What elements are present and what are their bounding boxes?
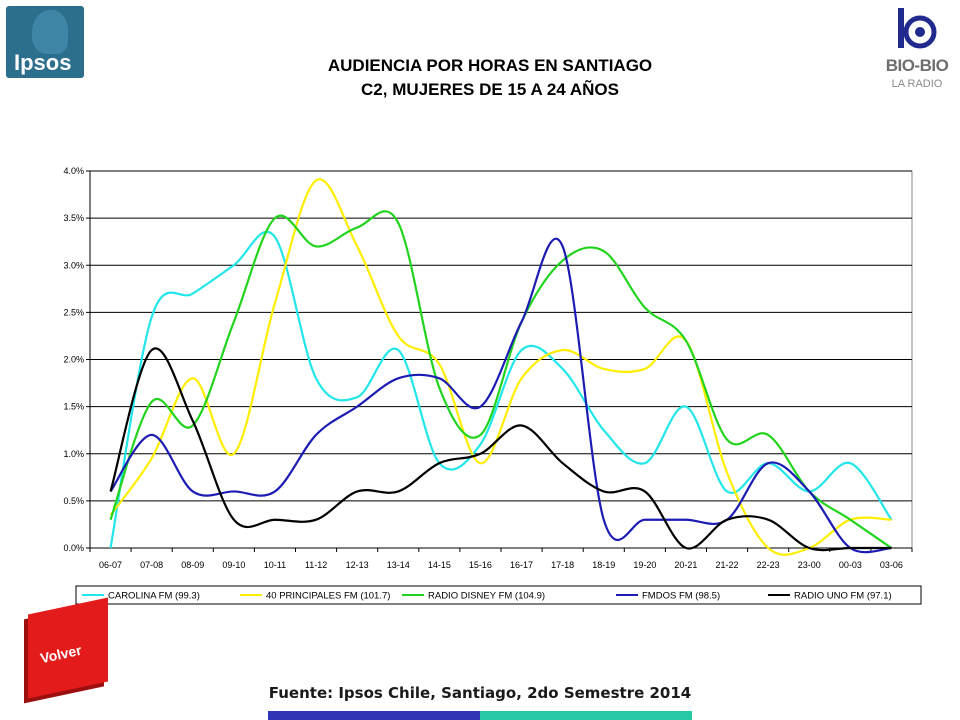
x-tick-label: 11-12 <box>305 560 327 570</box>
legend-label-3: RADIO DISNEY FM (104.9) <box>428 591 545 602</box>
ipsos-logo-text: Ipsos <box>14 50 72 75</box>
biobio-logo-subtitle: LA RADIO <box>891 78 943 90</box>
x-tick-label: 22-23 <box>757 560 780 570</box>
y-tick-label: 1.5% <box>63 402 84 412</box>
x-tick-label: 21-22 <box>716 560 739 570</box>
y-tick-label: 0.0% <box>63 543 84 553</box>
chart-title-line1: AUDIENCIA POR HORAS EN SANTIAGO <box>327 56 653 75</box>
y-tick-label: 2.0% <box>63 355 84 365</box>
legend-label-5: RADIO UNO FM (97.1) <box>794 591 892 602</box>
biobio-logo-name: BIO-BIO <box>885 56 949 75</box>
x-tick-label: 10-11 <box>264 560 286 570</box>
x-tick-label: 20-21 <box>674 560 697 570</box>
x-tick-label: 19-20 <box>633 560 656 570</box>
x-tick-label: 12-13 <box>346 560 369 570</box>
x-tick-label: 07-08 <box>140 560 163 570</box>
ipsos-logo: Ipsos <box>6 6 84 78</box>
footer-bar-teal <box>480 711 692 720</box>
x-tick-label: 14-15 <box>428 560 451 570</box>
legend-box <box>75 585 922 605</box>
y-tick-label: 2.5% <box>63 307 84 317</box>
chart-title-line2: C2, MUJERES DE 15 A 24 AÑOS <box>361 80 619 99</box>
x-tick-label: 23-00 <box>798 560 821 570</box>
x-tick-label: 08-09 <box>181 560 204 570</box>
x-tick-label: 16-17 <box>510 560 533 570</box>
series-line-5 <box>109 347 892 552</box>
y-tick-label: 4.0% <box>63 166 84 176</box>
source-note: Fuente: Ipsos Chile, Santiago, 2do Semes… <box>268 684 692 702</box>
x-tick-label: 06-07 <box>99 560 122 570</box>
x-tick-label: 17-18 <box>551 560 574 570</box>
x-tick-label: 09-10 <box>222 560 245 570</box>
footer-bar-blue <box>268 711 480 720</box>
x-tick-label: 13-14 <box>387 560 410 570</box>
y-tick-label: 3.0% <box>63 260 84 270</box>
series-line-1 <box>109 230 893 549</box>
series-line-2 <box>109 178 892 556</box>
legend-label-1: CAROLINA FM (99.3) <box>108 591 200 602</box>
legend-label-2: 40 PRINCIPALES FM (101.7) <box>266 591 390 602</box>
y-tick-label: 0.5% <box>63 496 84 506</box>
x-tick-label: 03-06 <box>880 560 903 570</box>
series-line-3 <box>109 210 893 549</box>
legend-label-4: FMDOS FM (98.5) <box>642 591 720 602</box>
x-tick-label: 00-03 <box>839 560 862 570</box>
y-tick-label: 3.5% <box>63 213 84 223</box>
y-tick-label: 1.0% <box>63 449 84 459</box>
ipsos-head-shape <box>32 10 68 54</box>
biobio-mark-icon <box>898 8 937 49</box>
x-tick-label: 15-16 <box>469 560 492 570</box>
x-tick-label: 18-19 <box>592 560 615 570</box>
biobio-logo: BIO-BIO LA RADIO <box>880 6 954 98</box>
series-line-4 <box>109 237 892 554</box>
